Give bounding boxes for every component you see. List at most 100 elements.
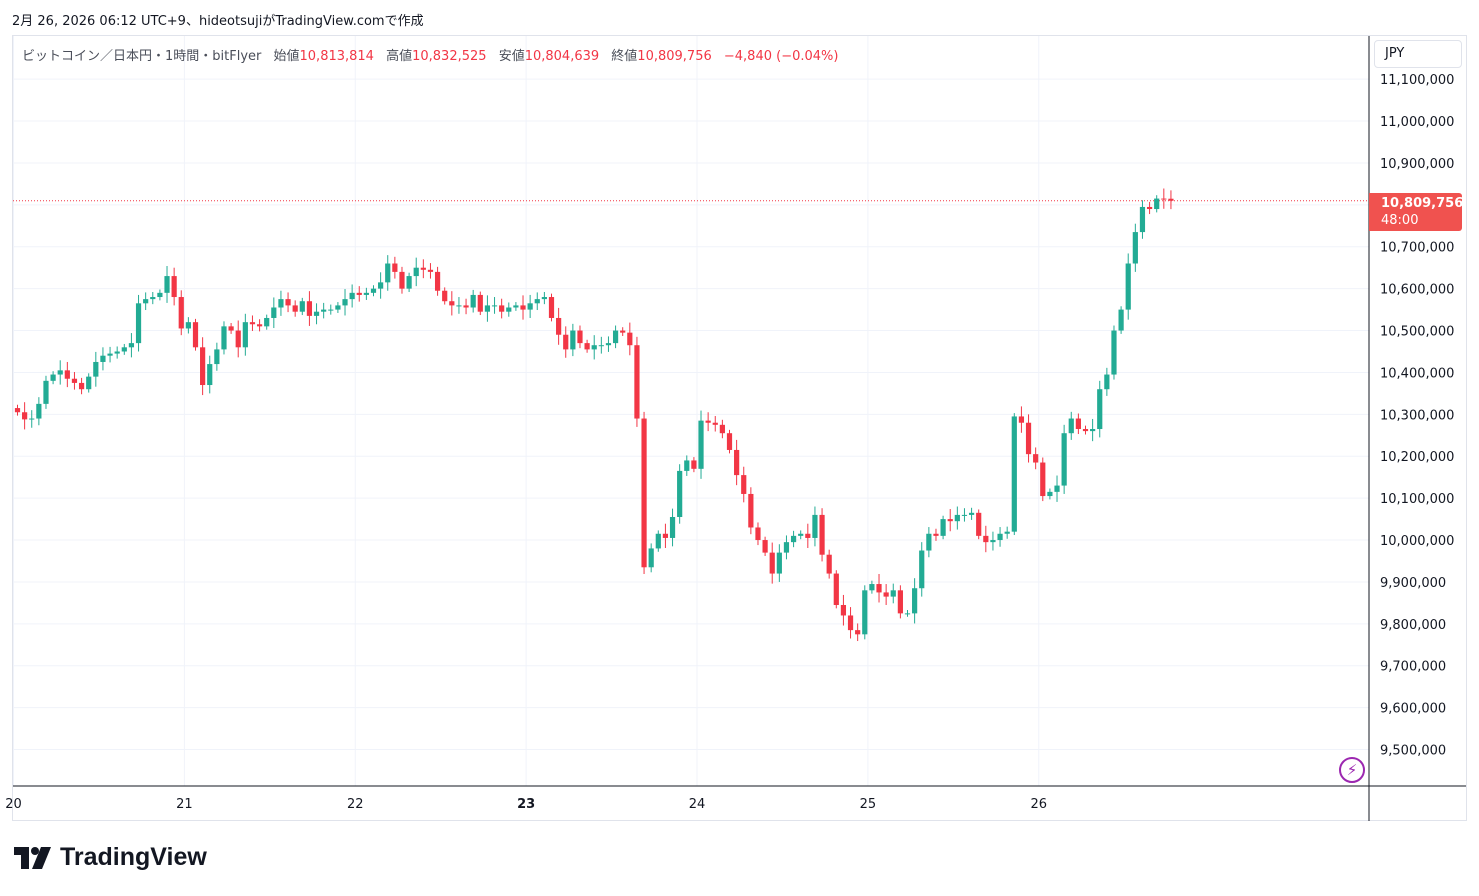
candle — [1154, 195, 1160, 213]
candle — [997, 527, 1003, 547]
candle — [1025, 414, 1032, 463]
candle-body — [242, 322, 248, 348]
candle — [520, 295, 526, 320]
candle-body — [513, 305, 519, 308]
y-tick-label: 10,000,000 — [1380, 534, 1454, 549]
candle-body — [420, 267, 426, 270]
candle-body — [940, 519, 946, 536]
candle-body — [833, 573, 839, 605]
candle — [534, 292, 540, 311]
candle-body — [598, 345, 604, 347]
candle-body — [812, 514, 818, 538]
candle-body — [392, 263, 398, 272]
candle — [655, 530, 661, 552]
candle-body — [235, 330, 241, 348]
candle-body — [1090, 429, 1096, 432]
candle — [321, 302, 327, 319]
candle-body — [570, 330, 576, 350]
candle-body — [150, 297, 156, 300]
candle-body — [748, 493, 754, 528]
candle — [1082, 425, 1089, 435]
y-tick-label: 10,500,000 — [1380, 325, 1454, 340]
candle — [434, 266, 441, 296]
candle — [919, 542, 925, 597]
candle — [840, 594, 847, 626]
candle-body — [790, 535, 797, 543]
close-value: 10,809,756 — [637, 49, 712, 64]
candle-body — [200, 347, 206, 386]
candle — [541, 291, 547, 305]
candle — [64, 361, 70, 388]
last-price-value: 10,809,756 — [1381, 196, 1464, 211]
candle — [171, 267, 177, 306]
change-value: −4,840 (−0.04%) — [723, 49, 839, 64]
candle — [463, 298, 469, 315]
y-tick-label: 10,200,000 — [1380, 450, 1454, 465]
candle — [876, 573, 882, 603]
candle — [940, 515, 946, 540]
candle — [427, 263, 434, 279]
candle-body — [178, 297, 184, 329]
low-value: 10,804,639 — [524, 49, 600, 64]
brand: TradingView — [14, 843, 207, 872]
candle — [100, 347, 106, 371]
candle — [805, 523, 811, 549]
candle-body — [1025, 422, 1032, 455]
candle — [378, 272, 384, 299]
candle-body — [1004, 531, 1010, 534]
candle-body — [306, 301, 313, 316]
candle-body — [1011, 416, 1017, 532]
candle — [705, 412, 711, 432]
candle-body — [1139, 206, 1146, 233]
brand-name: TradingView — [60, 843, 207, 871]
candle — [677, 464, 683, 524]
y-tick-label: 10,100,000 — [1380, 492, 1454, 507]
candle-body — [1061, 433, 1067, 486]
candle — [1075, 413, 1081, 435]
chart-frame — [12, 35, 1467, 821]
candle-body — [470, 294, 476, 308]
candle-body — [36, 403, 42, 419]
candle — [648, 543, 654, 573]
candle — [43, 375, 49, 409]
candle — [826, 549, 832, 579]
candle-body — [413, 267, 419, 277]
candle-body — [520, 305, 526, 310]
candle-body — [976, 512, 982, 536]
last-price-tag: 10,809,756 48:00 — [1369, 193, 1464, 231]
candle-body — [399, 271, 405, 289]
candle-body — [356, 292, 362, 295]
candle — [306, 291, 313, 326]
candle — [143, 292, 149, 311]
candle — [442, 287, 448, 305]
candle-body — [449, 301, 455, 306]
candle — [869, 580, 875, 594]
candle — [641, 411, 647, 574]
lightning-icon[interactable]: ⚡ — [1339, 757, 1365, 783]
candle — [748, 487, 754, 535]
candle-body — [506, 307, 512, 312]
candle-body — [228, 326, 234, 331]
candle — [228, 323, 234, 334]
candle-body — [919, 550, 925, 589]
candle — [413, 257, 419, 287]
candle — [548, 293, 555, 322]
candle — [164, 266, 170, 303]
candle-body — [954, 514, 960, 522]
candle — [862, 585, 868, 640]
candle-body — [185, 322, 191, 329]
candle — [221, 321, 227, 355]
candle-body — [29, 418, 35, 420]
candle-body — [171, 276, 177, 298]
candle-body — [264, 317, 270, 327]
candle-body — [463, 305, 469, 308]
candle-body — [904, 613, 911, 615]
candle-body — [691, 460, 697, 469]
candle-body — [805, 533, 811, 538]
candle-body — [271, 307, 277, 318]
candle-body — [734, 449, 740, 476]
currency-button[interactable]: JPY — [1374, 40, 1462, 68]
candle-body — [648, 548, 654, 568]
candle-body — [299, 301, 305, 312]
